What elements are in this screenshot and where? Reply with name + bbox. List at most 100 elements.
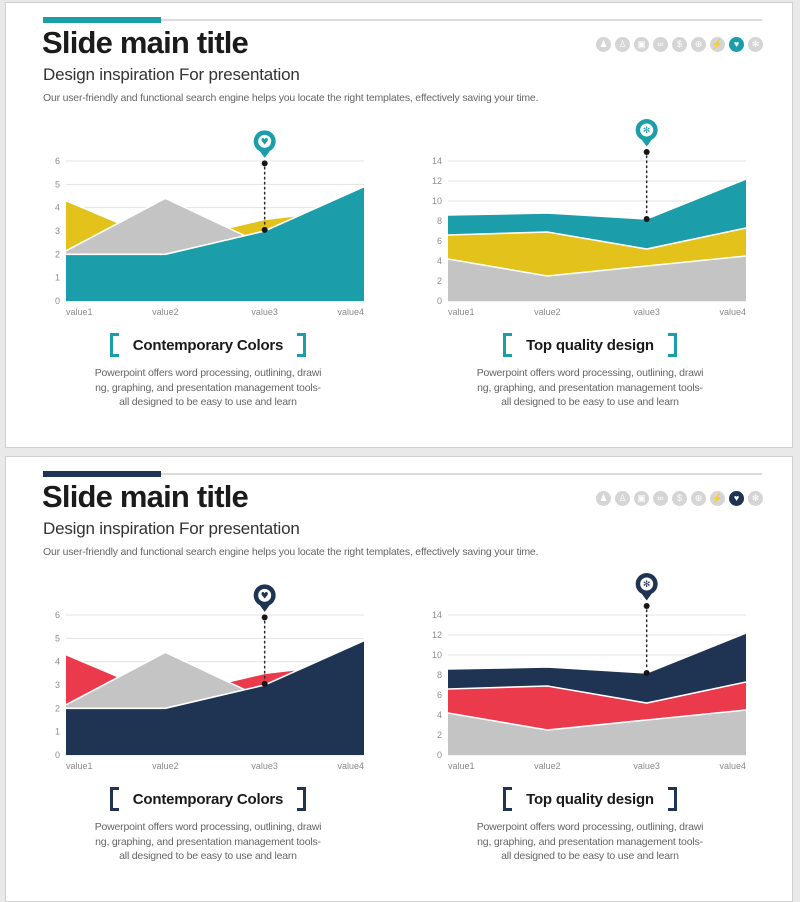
svg-text:10: 10 [432, 196, 442, 206]
svg-text:0: 0 [55, 750, 60, 760]
slide-preview-1[interactable]: Slide main title ♟ ♙ ▣ ∞ $ ⊕ ⚡ ♥ ✻ Design inspir… [5, 2, 793, 448]
area-chart-contemporary-colors: 0 1 2 3 4 5 6 value1 value2 value3 value4 ♥ [32, 573, 384, 773]
right-bracket-icon [297, 787, 307, 811]
svg-text:value3: value3 [251, 761, 278, 771]
accent-bar [43, 17, 161, 23]
accent-rule [43, 471, 762, 477]
svg-text:✻: ✻ [643, 580, 651, 590]
svg-text:5: 5 [55, 179, 60, 189]
svg-text:8: 8 [437, 216, 442, 226]
caption-text: Powerpoint offers word processing, outli… [94, 367, 322, 409]
person-icon[interactable]: ♙ [615, 37, 630, 52]
svg-text:value2: value2 [152, 307, 179, 317]
heart-hand-icon[interactable]: ♥ [729, 37, 744, 52]
heart-hand-pin-marker: ♥ [253, 130, 276, 158]
area-chart: 0 1 2 3 4 5 6 value1 value2 value3 value4 ♥ [55, 584, 365, 771]
svg-text:2: 2 [55, 249, 60, 259]
svg-text:14: 14 [432, 156, 442, 166]
svg-text:0: 0 [437, 750, 442, 760]
svg-text:8: 8 [437, 670, 442, 680]
area-chart-contemporary-colors: 0 1 2 3 4 5 6 value1 value2 value3 value4 ♥ [32, 119, 384, 319]
svg-text:value2: value2 [534, 307, 561, 317]
caption: Contemporary Colors [32, 333, 384, 357]
left-bracket-icon [503, 787, 513, 811]
caption-label: Contemporary Colors [132, 790, 284, 808]
dollar-icon[interactable]: $ [672, 37, 687, 52]
svg-text:5: 5 [55, 633, 60, 643]
molecule-icon[interactable]: ✻ [748, 37, 763, 52]
svg-text:value4: value4 [719, 307, 746, 317]
svg-text:value4: value4 [719, 761, 746, 771]
svg-text:0: 0 [55, 296, 60, 306]
svg-text:value4: value4 [337, 307, 364, 317]
left-bracket-icon [109, 333, 119, 357]
icon-row: ♟ ♙ ▣ ∞ $ ⊕ ⚡ ♥ ✻ [596, 37, 763, 52]
svg-text:value1: value1 [448, 761, 475, 771]
slide-subtitle: Design inspiration For presentation [43, 519, 300, 538]
slide-subtitle: Design inspiration For presentation [43, 65, 300, 84]
link-icon[interactable]: ∞ [653, 37, 668, 52]
link-icon[interactable]: ∞ [653, 491, 668, 506]
svg-text:value1: value1 [448, 307, 475, 317]
svg-text:14: 14 [432, 610, 442, 620]
svg-text:0: 0 [437, 296, 442, 306]
charts-area: 0 1 2 3 4 5 6 value1 value2 value3 value4 ♥ Contemp… [6, 573, 792, 864]
caption-text: Powerpoint offers word processing, outli… [94, 821, 322, 863]
svg-text:12: 12 [432, 630, 442, 640]
right-bracket-icon [667, 787, 677, 811]
svg-text:4: 4 [55, 657, 60, 667]
icon-row: ♟ ♙ ▣ ∞ $ ⊕ ⚡ ♥ ✻ [596, 491, 763, 506]
caption-text: Powerpoint offers word processing, outli… [476, 821, 704, 863]
caption: Contemporary Colors [32, 787, 384, 811]
svg-text:♥: ♥ [261, 138, 269, 148]
svg-text:3: 3 [55, 226, 60, 236]
left-bracket-icon [109, 787, 119, 811]
area-chart-top-quality-design: 0 2 4 6 8 10 12 14 value1 value2 value3 value4 ✻ [414, 573, 766, 773]
slide-body-text: Our user-friendly and functional search … [43, 546, 539, 558]
heart-hand-icon[interactable]: ♥ [729, 491, 744, 506]
svg-text:6: 6 [55, 610, 60, 620]
area-chart: 0 1 2 3 4 5 6 value1 value2 value3 value4 ♥ [55, 130, 365, 317]
caption: Top quality design [414, 787, 766, 811]
chart-block-left: 0 1 2 3 4 5 6 value1 value2 value3 value4 ♥ Contemp… [32, 119, 384, 410]
tv-icon[interactable]: ▣ [634, 491, 649, 506]
svg-text:value2: value2 [534, 761, 561, 771]
podium-icon[interactable]: ♟ [596, 37, 611, 52]
right-bracket-icon [297, 333, 307, 357]
runner-icon[interactable]: ⚡ [710, 37, 725, 52]
svg-text:value3: value3 [251, 307, 278, 317]
molecule-pin-marker: ✻ [635, 119, 658, 147]
tv-icon[interactable]: ▣ [634, 37, 649, 52]
svg-text:1: 1 [55, 273, 60, 283]
svg-text:6: 6 [437, 236, 442, 246]
caption: Top quality design [414, 333, 766, 357]
caption-label: Top quality design [526, 790, 654, 808]
search-icon[interactable]: ⊕ [691, 37, 706, 52]
svg-text:2: 2 [55, 703, 60, 713]
accent-rule [43, 17, 762, 23]
svg-text:4: 4 [437, 710, 442, 720]
caption-label: Contemporary Colors [132, 336, 284, 354]
chart-block-right: 0 2 4 6 8 10 12 14 value1 value2 value3 value4 ✻ Top… [414, 573, 766, 864]
slide-title: Slide main title [42, 479, 249, 514]
svg-text:6: 6 [437, 690, 442, 700]
svg-text:10: 10 [432, 650, 442, 660]
search-icon[interactable]: ⊕ [691, 491, 706, 506]
svg-text:♥: ♥ [261, 592, 269, 602]
dollar-icon[interactable]: $ [672, 491, 687, 506]
svg-text:3: 3 [55, 680, 60, 690]
svg-text:2: 2 [437, 730, 442, 740]
svg-text:value1: value1 [66, 761, 93, 771]
molecule-pin-marker: ✻ [635, 573, 658, 601]
caption-label: Top quality design [526, 336, 654, 354]
svg-text:value3: value3 [633, 761, 660, 771]
slide-preview-2[interactable]: Slide main title ♟ ♙ ▣ ∞ $ ⊕ ⚡ ♥ ✻ Design inspir… [5, 456, 793, 902]
svg-text:value2: value2 [152, 761, 179, 771]
runner-icon[interactable]: ⚡ [710, 491, 725, 506]
charts-area: 0 1 2 3 4 5 6 value1 value2 value3 value4 ♥ Contemp… [6, 119, 792, 410]
person-icon[interactable]: ♙ [615, 491, 630, 506]
molecule-icon[interactable]: ✻ [748, 491, 763, 506]
podium-icon[interactable]: ♟ [596, 491, 611, 506]
svg-text:6: 6 [55, 156, 60, 166]
area-chart-top-quality-design: 0 2 4 6 8 10 12 14 value1 value2 value3 value4 ✻ [414, 119, 766, 319]
